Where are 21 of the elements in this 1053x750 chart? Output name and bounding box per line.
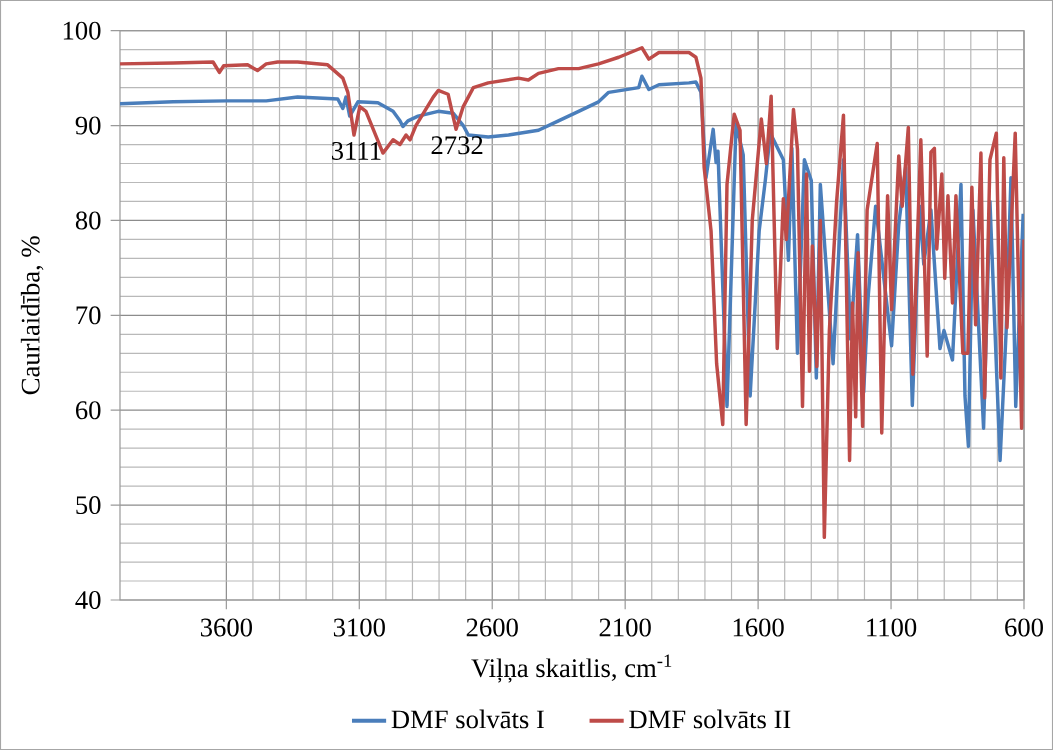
x-axis-title: Viļņa skaitlis, cm$^{-1}$ xyxy=(471,654,672,683)
legend-label: DMF solvāts I xyxy=(391,709,544,729)
y-tick-label: 60 xyxy=(75,401,101,420)
x-tick-label: 1600 xyxy=(733,618,784,637)
y-tick-label: 50 xyxy=(76,496,101,515)
y-tick-label: 70 xyxy=(76,306,101,325)
y-tick-label: 100 xyxy=(63,21,101,40)
x-tick-label: 1100 xyxy=(867,618,917,637)
y-tick-label: 40 xyxy=(75,591,101,609)
x-tick-label: 3600 xyxy=(200,618,252,637)
legend-label: DMF solvāts II xyxy=(629,709,791,729)
y-tick-label: 80 xyxy=(75,211,101,230)
x-tick-label: 3100 xyxy=(333,618,385,637)
x-tick-label: 600 xyxy=(1005,618,1043,637)
x-tick-label: 2600 xyxy=(466,618,518,637)
y-axis-title: Caurlaidība, % xyxy=(20,236,44,395)
annotation: 2732 xyxy=(431,136,483,155)
x-tick-label: 2100 xyxy=(599,618,651,637)
line-series xyxy=(119,46,1024,540)
annotation: 3111 xyxy=(331,141,381,160)
y-tick-label: 90 xyxy=(75,116,101,135)
